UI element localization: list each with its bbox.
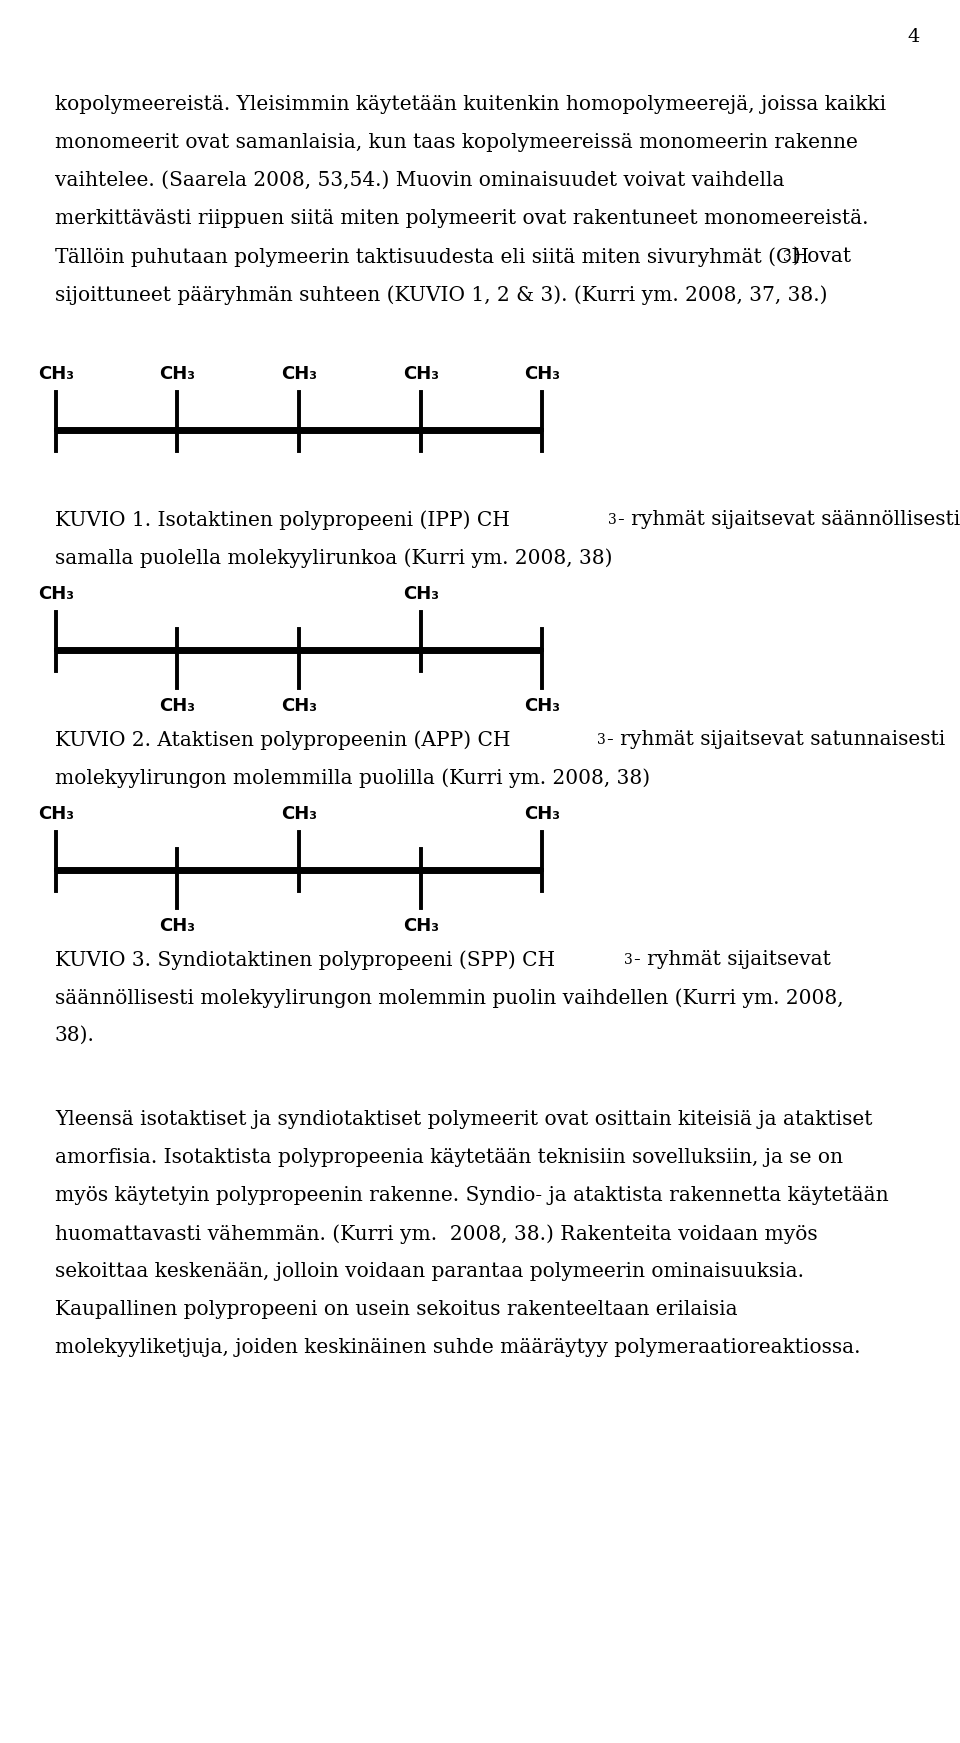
Text: CH₃: CH₃ <box>37 586 74 603</box>
Text: 4: 4 <box>907 28 920 45</box>
Text: 3: 3 <box>597 734 606 748</box>
Text: molekyylirungon molemmilla puolilla (Kurri ym. 2008, 38): molekyylirungon molemmilla puolilla (Kur… <box>55 769 650 788</box>
Text: sijoittuneet pääryhmän suhteen (KUVIO 1, 2 & 3). (Kurri ym. 2008, 37, 38.): sijoittuneet pääryhmän suhteen (KUVIO 1,… <box>55 286 828 305</box>
Text: sekoittaa keskenään, jolloin voidaan parantaa polymeerin ominaisuuksia.: sekoittaa keskenään, jolloin voidaan par… <box>55 1262 804 1281</box>
Text: amorfisia. Isotaktista polypropeenia käytetään teknisiin sovelluksiin, ja se on: amorfisia. Isotaktista polypropeenia käy… <box>55 1149 843 1168</box>
Text: samalla puolella molekyylirunkoa (Kurri ym. 2008, 38): samalla puolella molekyylirunkoa (Kurri … <box>55 547 612 568</box>
Text: CH₃: CH₃ <box>524 366 561 383</box>
Text: CH₃: CH₃ <box>524 805 561 823</box>
Text: CH₃: CH₃ <box>402 917 439 934</box>
Text: KUVIO 1. Isotaktinen polypropeeni (IPP) CH: KUVIO 1. Isotaktinen polypropeeni (IPP) … <box>55 511 510 530</box>
Text: - ryhmät sijaitsevat säännöllisesti: - ryhmät sijaitsevat säännöllisesti <box>618 511 960 528</box>
Text: CH₃: CH₃ <box>402 366 439 383</box>
Text: ) ovat: ) ovat <box>793 248 852 267</box>
Text: molekyyliketjuja, joiden keskinäinen suhde määräytyy polymeraatioreaktiossa.: molekyyliketjuja, joiden keskinäinen suh… <box>55 1339 860 1358</box>
Text: monomeerit ovat samanlaisia, kun taas kopolymeereissä monomeerin rakenne: monomeerit ovat samanlaisia, kun taas ko… <box>55 132 858 152</box>
Text: CH₃: CH₃ <box>402 586 439 603</box>
Text: CH₃: CH₃ <box>281 697 317 715</box>
Text: merkittävästi riippuen siitä miten polymeerit ovat rakentuneet monomeereistä.: merkittävästi riippuen siitä miten polym… <box>55 209 869 228</box>
Text: - ryhmät sijaitsevat satunnaisesti: - ryhmät sijaitsevat satunnaisesti <box>607 730 946 749</box>
Text: CH₃: CH₃ <box>37 805 74 823</box>
Text: CH₃: CH₃ <box>159 366 195 383</box>
Text: myös käytetyin polypropeenin rakenne. Syndio- ja ataktista rakennetta käytetään: myös käytetyin polypropeenin rakenne. Sy… <box>55 1185 889 1204</box>
Text: Tällöin puhutaan polymeerin taktisuudesta eli siitä miten sivuryhmät (CH: Tällöin puhutaan polymeerin taktisuudest… <box>55 248 809 267</box>
Text: CH₃: CH₃ <box>37 366 74 383</box>
Text: CH₃: CH₃ <box>159 697 195 715</box>
Text: Yleensä isotaktiset ja syndiotaktiset polymeerit ovat osittain kiteisiä ja atakt: Yleensä isotaktiset ja syndiotaktiset po… <box>55 1110 873 1129</box>
Text: KUVIO 3. Syndiotaktinen polypropeeni (SPP) CH: KUVIO 3. Syndiotaktinen polypropeeni (SP… <box>55 950 555 969</box>
Text: Kaupallinen polypropeeni on usein sekoitus rakenteeltaan erilaisia: Kaupallinen polypropeeni on usein sekoit… <box>55 1300 737 1319</box>
Text: kopolymeereistä. Yleisimmin käytetään kuitenkin homopolymeerejä, joissa kaikki: kopolymeereistä. Yleisimmin käytetään ku… <box>55 96 886 113</box>
Text: 3: 3 <box>608 512 616 526</box>
Text: CH₃: CH₃ <box>281 366 317 383</box>
Text: - ryhmät sijaitsevat: - ryhmät sijaitsevat <box>634 950 830 969</box>
Text: KUVIO 2. Ataktisen polypropeenin (APP) CH: KUVIO 2. Ataktisen polypropeenin (APP) C… <box>55 730 511 749</box>
Text: säännöllisesti molekyylirungon molemmin puolin vaihdellen (Kurri ym. 2008,: säännöllisesti molekyylirungon molemmin … <box>55 988 844 1007</box>
Text: CH₃: CH₃ <box>524 697 561 715</box>
Text: vaihtelee. (Saarela 2008, 53,54.) Muovin ominaisuudet voivat vaihdella: vaihtelee. (Saarela 2008, 53,54.) Muovin… <box>55 171 784 190</box>
Text: 38).: 38). <box>55 1027 95 1046</box>
Text: CH₃: CH₃ <box>281 805 317 823</box>
Text: huomattavasti vähemmän. (Kurri ym.  2008, 38.) Rakenteita voidaan myös: huomattavasti vähemmän. (Kurri ym. 2008,… <box>55 1224 818 1245</box>
Text: 3: 3 <box>624 953 633 967</box>
Text: 3: 3 <box>783 249 792 263</box>
Text: CH₃: CH₃ <box>159 917 195 934</box>
